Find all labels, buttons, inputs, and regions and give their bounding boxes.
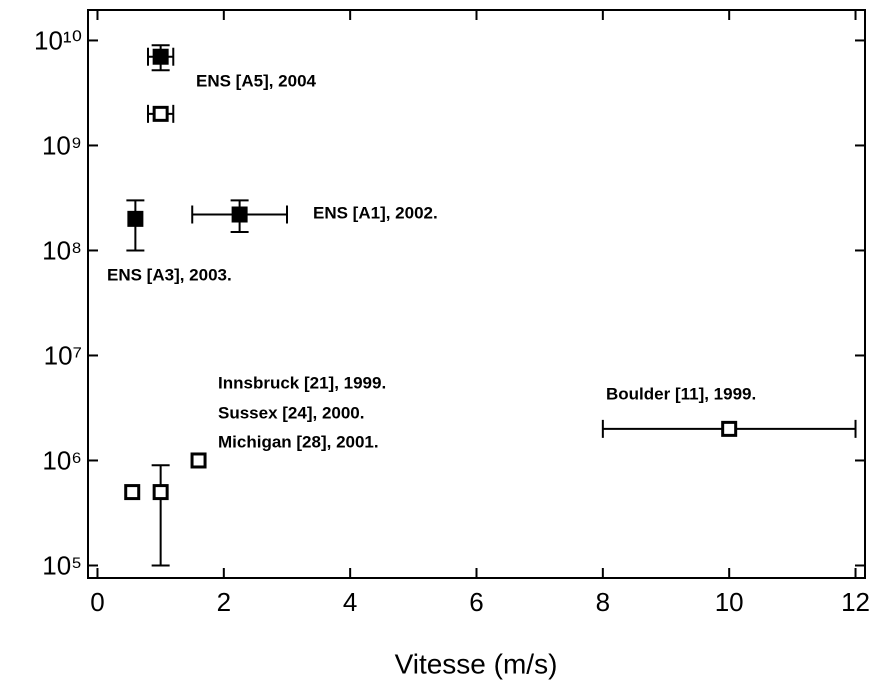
marker [124, 484, 141, 501]
marker [231, 206, 248, 223]
marker [152, 48, 169, 65]
x-tick-label: 6 [469, 587, 483, 617]
annotation: Sussex [24], 2000. [218, 403, 364, 422]
y-tick-label: 10⁹ [42, 130, 82, 160]
marker [152, 105, 169, 122]
x-tick-label: 0 [90, 587, 104, 617]
annotation: ENS [A5], 2004 [196, 71, 317, 90]
annotation: ENS [A3], 2003. [107, 265, 232, 284]
y-tick-label: 10⁸ [42, 235, 82, 265]
x-tick-label: 8 [596, 587, 610, 617]
x-tick-label: 12 [841, 587, 870, 617]
annotation: Innsbruck [21], 1999. [218, 373, 386, 392]
y-tick-label: 10⁶ [42, 445, 82, 475]
marker [190, 452, 207, 469]
x-tick-label: 4 [343, 587, 357, 617]
y-tick-label: 10⁵ [42, 550, 82, 580]
y-tick-label: 10¹⁰ [34, 25, 82, 55]
annotation: Michigan [28], 2001. [218, 432, 379, 451]
plot-frame [87, 9, 866, 579]
x-axis-label: Vitesse (m/s) [395, 648, 558, 679]
x-tick-label: 10 [715, 587, 744, 617]
x-tick-label: 2 [217, 587, 231, 617]
annotation: Boulder [11], 1999. [606, 384, 756, 403]
marker [721, 420, 738, 437]
marker [127, 210, 144, 227]
y-tick-label: 10⁷ [44, 340, 82, 370]
marker [152, 484, 169, 501]
annotation: ENS [A1], 2002. [313, 203, 438, 222]
